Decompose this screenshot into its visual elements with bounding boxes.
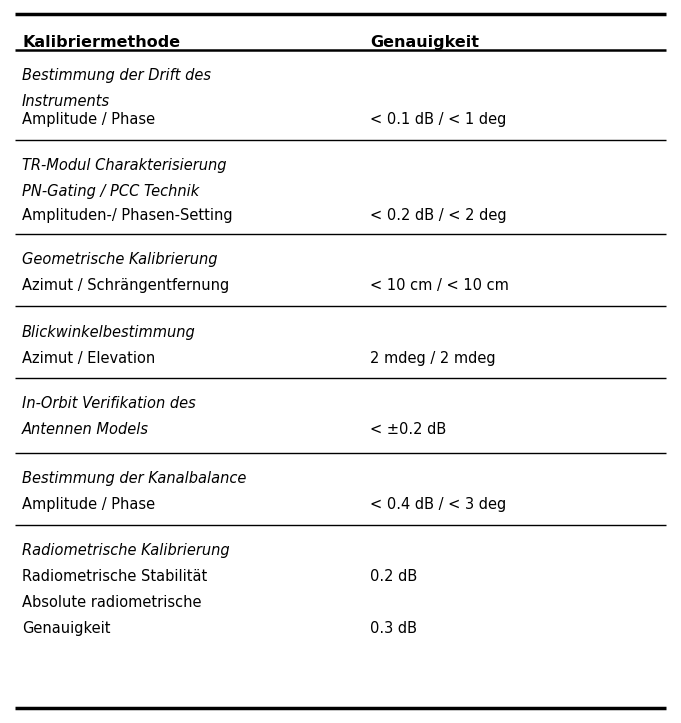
Text: 2 mdeg / 2 mdeg: 2 mdeg / 2 mdeg	[370, 351, 496, 366]
Text: In-Orbit Verifikation des: In-Orbit Verifikation des	[22, 396, 195, 411]
Text: Radiometrische Kalibrierung: Radiometrische Kalibrierung	[22, 543, 229, 558]
Text: Kalibriermethode: Kalibriermethode	[22, 35, 180, 50]
Text: Radiometrische Stabilität: Radiometrische Stabilität	[22, 569, 207, 584]
Text: PN-Gating / PCC Technik: PN-Gating / PCC Technik	[22, 184, 200, 199]
Text: TR-Modul Charakterisierung: TR-Modul Charakterisierung	[22, 158, 227, 173]
Text: Amplituden-/ Phasen-Setting: Amplituden-/ Phasen-Setting	[22, 208, 233, 223]
Text: Azimut / Elevation: Azimut / Elevation	[22, 351, 155, 366]
Text: Blickwinkelbestimmung: Blickwinkelbestimmung	[22, 325, 195, 340]
Text: 0.3 dB: 0.3 dB	[370, 621, 417, 636]
Text: Amplitude / Phase: Amplitude / Phase	[22, 497, 155, 512]
Text: < 10 cm / < 10 cm: < 10 cm / < 10 cm	[370, 278, 509, 293]
Text: Azimut / Schrängentfernung: Azimut / Schrängentfernung	[22, 278, 229, 293]
Text: < 0.4 dB / < 3 deg: < 0.4 dB / < 3 deg	[370, 497, 506, 512]
Text: Instruments: Instruments	[22, 94, 110, 109]
Text: < ±0.2 dB: < ±0.2 dB	[370, 422, 446, 437]
Text: 0.2 dB: 0.2 dB	[370, 569, 417, 584]
Text: Genauigkeit: Genauigkeit	[22, 621, 110, 636]
Text: Amplitude / Phase: Amplitude / Phase	[22, 112, 155, 127]
Text: Antennen Models: Antennen Models	[22, 422, 149, 437]
Text: Geometrische Kalibrierung: Geometrische Kalibrierung	[22, 252, 217, 267]
Text: < 0.2 dB / < 2 deg: < 0.2 dB / < 2 deg	[370, 208, 507, 223]
Text: Genauigkeit: Genauigkeit	[370, 35, 479, 50]
Text: < 0.1 dB / < 1 deg: < 0.1 dB / < 1 deg	[370, 112, 507, 127]
Text: Bestimmung der Drift des: Bestimmung der Drift des	[22, 68, 211, 83]
Text: Absolute radiometrische: Absolute radiometrische	[22, 595, 202, 610]
Text: Bestimmung der Kanalbalance: Bestimmung der Kanalbalance	[22, 471, 247, 486]
